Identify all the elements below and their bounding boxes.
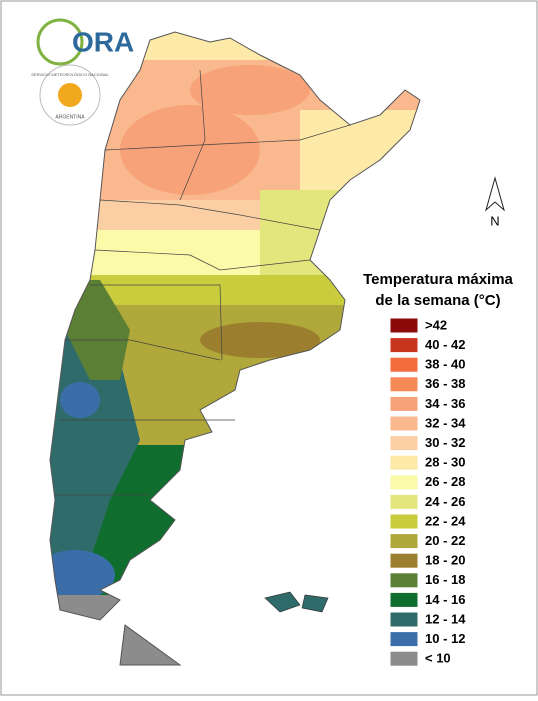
legend-label: 10 - 12 bbox=[425, 631, 465, 646]
legend-title: de la semana (°C) bbox=[375, 292, 500, 309]
legend-swatch bbox=[389, 533, 419, 550]
seal-bottom: ARGENTINA bbox=[55, 114, 85, 120]
north-arrow bbox=[485, 176, 505, 212]
legend-swatch bbox=[389, 376, 419, 393]
legend-swatch bbox=[389, 552, 419, 569]
legend-swatch bbox=[389, 317, 419, 334]
legend-label: 30 - 32 bbox=[425, 435, 465, 450]
country-outline bbox=[49, 31, 421, 621]
legend-label: 20 - 22 bbox=[425, 533, 465, 548]
legend-swatch bbox=[389, 415, 419, 432]
legend: Temperatura máxima de la semana (°C) >42 40… bbox=[363, 271, 514, 667]
legend-label: < 10 bbox=[425, 651, 451, 666]
legend-label: 18 - 20 bbox=[425, 553, 465, 568]
legend-label: 38 - 40 bbox=[425, 357, 465, 372]
legend-label: >42 bbox=[425, 317, 447, 332]
legend-label: 24 - 26 bbox=[425, 494, 465, 509]
legend-label: 40 - 42 bbox=[425, 337, 465, 352]
legend-label: 14 - 16 bbox=[425, 592, 465, 607]
logo-text: ORA bbox=[72, 26, 134, 57]
legend-swatch bbox=[389, 631, 419, 648]
legend-swatch bbox=[389, 435, 419, 452]
legend-swatch bbox=[389, 513, 419, 530]
legend-label: 26 - 28 bbox=[425, 474, 465, 489]
province-borders bbox=[55, 69, 351, 496]
seal-top: SERVICIO METEOROLÓGICO NACIONAL bbox=[31, 72, 109, 77]
legend-swatch bbox=[389, 572, 419, 589]
legend-swatch bbox=[389, 356, 419, 373]
seal-icon bbox=[58, 83, 82, 107]
legend-swatch bbox=[389, 650, 419, 667]
legend-swatch bbox=[389, 337, 419, 354]
legend-title: Temperatura máxima bbox=[363, 271, 513, 288]
legend-label: 22 - 24 bbox=[425, 513, 466, 528]
north-label: N bbox=[490, 213, 499, 228]
legend-swatch bbox=[389, 591, 419, 608]
legend-swatch bbox=[389, 493, 419, 510]
legend-label: 16 - 18 bbox=[425, 572, 465, 587]
legend-swatch bbox=[389, 454, 419, 471]
legend-swatch bbox=[389, 474, 419, 491]
islands bbox=[264, 591, 329, 613]
legend-swatch bbox=[389, 611, 419, 628]
legend-label: 36 - 38 bbox=[425, 376, 465, 391]
legend-swatch bbox=[389, 395, 419, 412]
legend-label: 32 - 34 bbox=[425, 415, 466, 430]
legend-label: 12 - 14 bbox=[425, 611, 466, 626]
logo-mark bbox=[36, 18, 84, 66]
legend-label: 34 - 36 bbox=[425, 396, 465, 411]
tierra-del-fuego bbox=[119, 624, 182, 666]
legend-label: 28 - 30 bbox=[425, 455, 465, 470]
